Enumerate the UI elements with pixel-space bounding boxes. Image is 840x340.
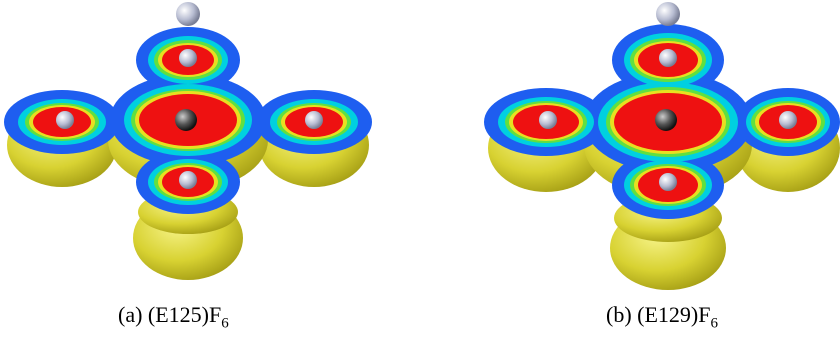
caption-a-label: (a) [118, 302, 143, 327]
fluorine-atom-left [56, 111, 74, 129]
central-atom-b [655, 109, 677, 131]
fluorine-atom-bottom-b [659, 173, 677, 191]
fluorine-atom-left-b [539, 111, 557, 129]
caption-a-formula: (E125)F [147, 302, 222, 327]
caption-b-subscript: 6 [710, 315, 718, 332]
fluorine-atom-right [305, 111, 323, 129]
fluorine-atom-right-b [779, 111, 797, 129]
caption-a-subscript: 6 [221, 315, 229, 332]
elf-render-a [4, 2, 372, 280]
panel-b-molecule-render [480, 0, 840, 300]
caption-b: (b) (E129)F6 [606, 302, 718, 332]
fluorine-atom-top [179, 49, 197, 67]
caption-b-formula: (E129)F [637, 302, 711, 327]
central-atom [175, 109, 197, 131]
top-axial-atom-b [656, 2, 680, 26]
fluorine-atom-top-b [659, 49, 677, 67]
top-axial-atom [176, 2, 200, 26]
caption-a: (a) (E125)F6 [118, 302, 229, 332]
elf-render-b [484, 2, 840, 290]
panel-a-molecule-render [0, 0, 380, 300]
caption-b-label: (b) [606, 302, 632, 327]
fluorine-atom-bottom [179, 171, 197, 189]
